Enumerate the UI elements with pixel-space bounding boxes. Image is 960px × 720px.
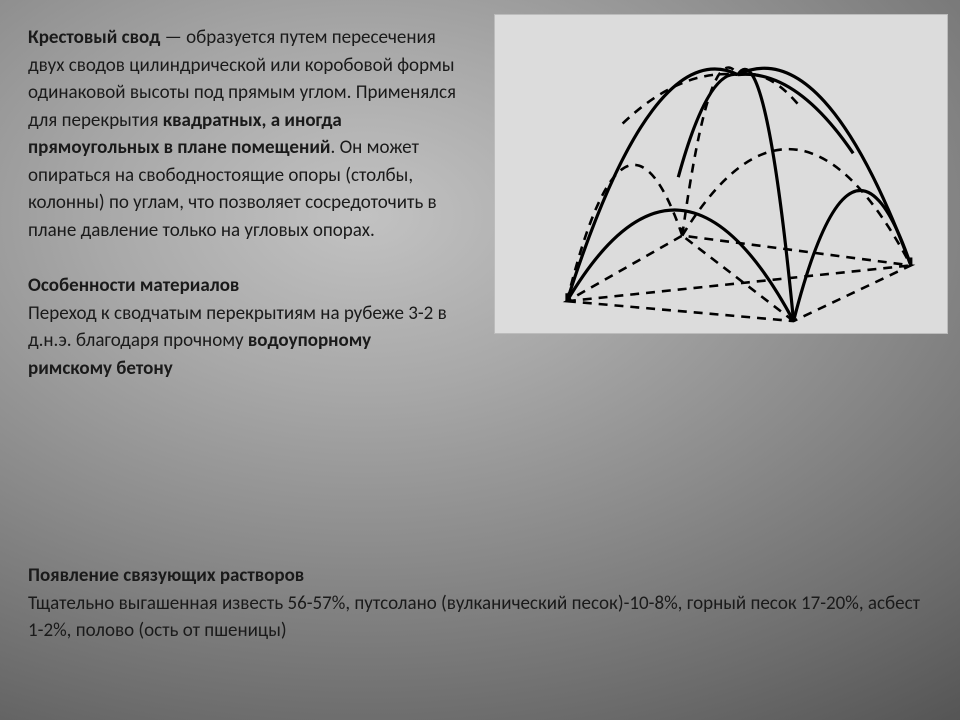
heading-mortars: Появление связующих растворов <box>28 564 304 587</box>
cross-vault-svg <box>495 15 947 333</box>
term-cross-vault: Крестовый свод <box>28 26 160 49</box>
p2-run1: Переход к сводчатым перекрытиям на рубеж… <box>28 302 447 353</box>
paragraph-cross-vault: Крестовый свод — образуется путем пересе… <box>28 24 458 244</box>
paragraph-materials: Особенности материалов Переход к сводчат… <box>28 272 458 382</box>
heading-materials: Особенности материалов <box>28 274 239 297</box>
p3-run1: Тщательно выгашенная известь 56-57%, пут… <box>28 592 920 643</box>
cross-vault-diagram <box>494 14 948 334</box>
paragraph-mortars: Появление связующих растворов Тщательно … <box>28 562 928 645</box>
